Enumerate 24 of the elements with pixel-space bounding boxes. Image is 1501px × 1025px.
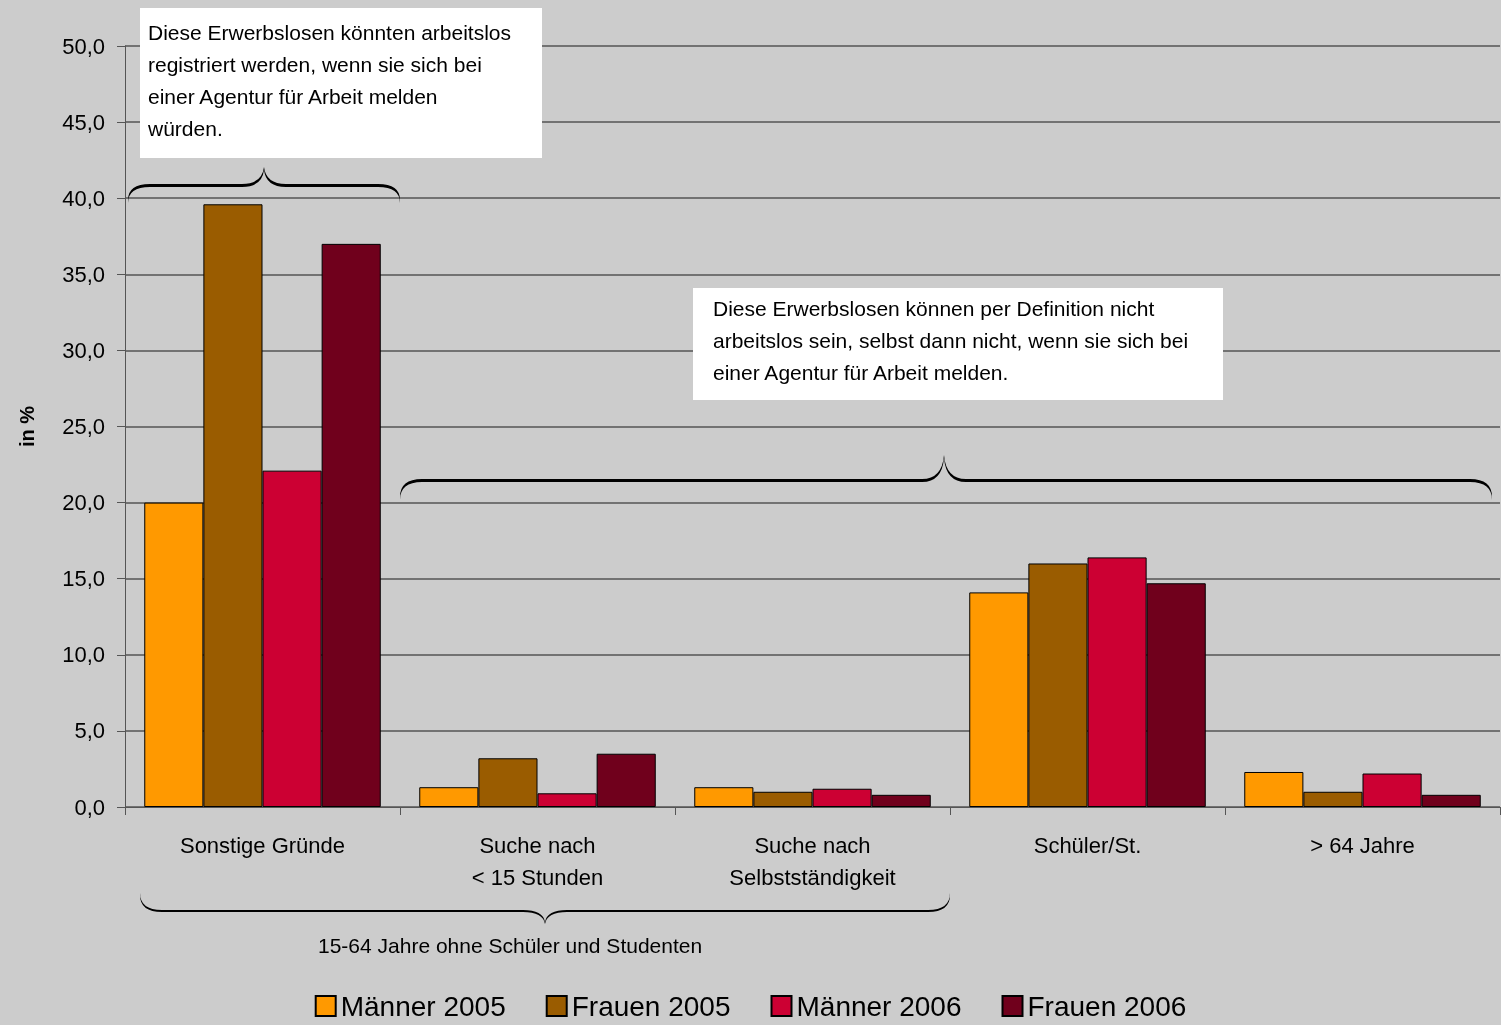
legend-label: Frauen 2005 — [571, 990, 731, 1022]
x-tick-label: Suche nach < 15 Stunden — [471, 832, 604, 890]
x-tick-label: Schüler/St. — [1033, 832, 1142, 858]
y-tick-label: 25,0 — [62, 414, 105, 439]
y-tick-label: 50,0 — [62, 33, 105, 59]
legend-label: Männer 2005 — [340, 990, 506, 1022]
text: 15-64 Jahre ohne Schüler und Studenten — [318, 933, 703, 957]
legend-label: Frauen 2006 — [1027, 990, 1187, 1022]
x-tick-label: Suche nach Selbstständigkeit — [729, 832, 896, 890]
annotation: Diese Erwerbslosen könnten arbeitslos registriert werden, wenn sie sich bei einer Agentur für Arbeit melden würden. — [147, 20, 517, 140]
y-tick-label: 10,0 — [62, 642, 105, 668]
y-tick-label: 40,0 — [62, 185, 105, 211]
x-tick-label: Sonstige Gründe — [179, 832, 346, 858]
y-tick-label: 45,0 — [62, 109, 105, 135]
legend-label: Männer 2006 — [796, 990, 962, 1022]
x-tick-label: > 64 Jahre — [1310, 832, 1415, 858]
y-tick-label: 15,0 — [62, 566, 105, 592]
annotation: Diese Erwerbslosen können per Definition nicht arbeitslos sein, selbst dann nicht, wenn sie sich bei einer Agentur für Arbeit melden. — [713, 296, 1194, 384]
y-tick-label: 20,0 — [62, 490, 105, 516]
y-tick-label: 0,0 — [74, 794, 105, 820]
y-tick-label: 35,0 — [62, 261, 105, 287]
y-axis-title: in % — [16, 405, 38, 448]
y-tick-label: 5,0 — [74, 718, 105, 744]
y-tick-label: 30,0 — [62, 337, 105, 363]
